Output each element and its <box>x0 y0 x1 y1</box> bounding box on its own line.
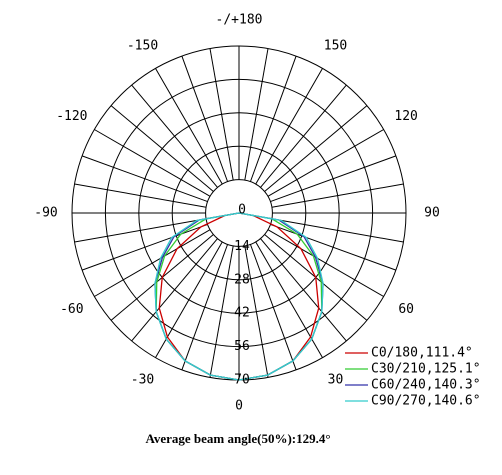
theta-tick-label: 90 <box>424 206 440 221</box>
legend-label: C30/210,125.1° <box>371 362 481 377</box>
theta-tick-label: 30 <box>328 373 344 388</box>
r-tick-label: 56 <box>234 339 250 354</box>
legend-label: C0/180,111.4° <box>371 346 473 361</box>
theta-tick-label: -60 <box>60 302 83 317</box>
footer: Average beam angle(50%):129.4° <box>145 431 330 446</box>
theta-tick-label: -120 <box>56 109 87 124</box>
theta-tick-label: -150 <box>127 38 158 53</box>
r-tick-label: 0 <box>238 203 246 218</box>
ring <box>171 145 307 281</box>
r-tick-label: 28 <box>234 272 250 287</box>
r-tick-label: 14 <box>234 239 250 254</box>
theta-tick-label: 150 <box>324 38 347 53</box>
theta-tick-label: -/+180 <box>216 13 263 28</box>
ring <box>205 179 273 247</box>
ring <box>138 112 340 314</box>
legend-label: C90/270,140.6° <box>371 394 481 409</box>
theta-tick-label: 60 <box>398 302 414 317</box>
theta-tick-label: 120 <box>394 109 417 124</box>
r-tick-label: 70 <box>234 373 250 388</box>
series-line <box>154 212 324 381</box>
legend-label: C60/240,140.3° <box>371 378 481 393</box>
theta-tick-label: 0 <box>235 399 243 414</box>
ring <box>104 78 374 348</box>
r-tick-label: 42 <box>234 306 250 321</box>
theta-tick-label: -30 <box>131 373 154 388</box>
theta-tick-label: -90 <box>34 206 57 221</box>
